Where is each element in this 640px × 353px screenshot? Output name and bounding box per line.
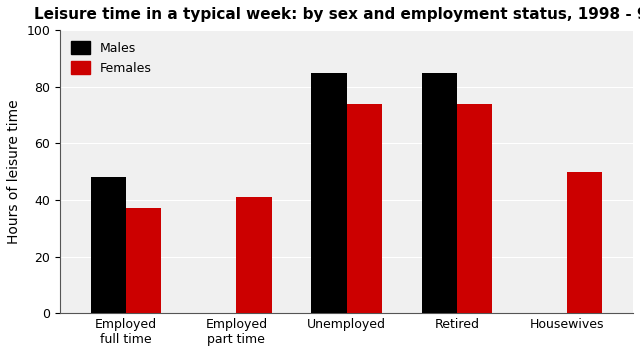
Bar [91, 177, 126, 313]
Bar [567, 172, 602, 313]
Bar [347, 104, 382, 313]
Y-axis label: Hours of leisure time: Hours of leisure time [7, 99, 21, 244]
Bar [457, 104, 492, 313]
Bar [311, 72, 347, 313]
Bar [126, 208, 161, 313]
Bar [422, 72, 457, 313]
Bar [236, 197, 271, 313]
Legend: Males, Females: Males, Females [67, 36, 157, 80]
Title: Leisure time in a typical week: by sex and employment status, 1998 - 99: Leisure time in a typical week: by sex a… [35, 7, 640, 22]
